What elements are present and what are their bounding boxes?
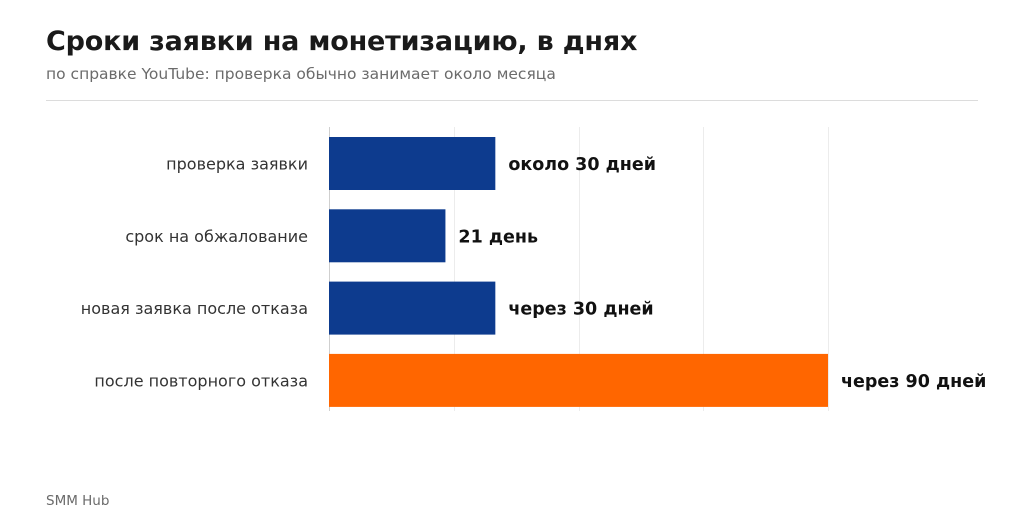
category-label: проверка заявки [166,155,308,174]
category-label: после повторного отказа [94,371,308,390]
source-credit: SMM Hub [46,493,110,509]
bar [329,353,828,407]
data-label: 21 день [458,227,538,247]
bar [329,281,496,335]
data-label: через 30 дней [508,300,653,320]
chart-title: Сроки заявки на монетизацию, в днях [46,26,638,57]
category-label: новая заявка после отказа [81,299,308,318]
data-label: через 90 дней [841,372,986,392]
header-divider [46,100,978,101]
chart-bars [329,137,828,407]
bar [329,209,446,263]
category-label: срок на обжалование [125,227,308,246]
bar [329,137,496,190]
data-label: около 30 дней [508,155,656,175]
chart-subtitle: по справке YouTube: проверка обычно зани… [46,65,556,83]
chart-labels: проверка заявки около 30 дней срок на обжа… [81,155,987,392]
